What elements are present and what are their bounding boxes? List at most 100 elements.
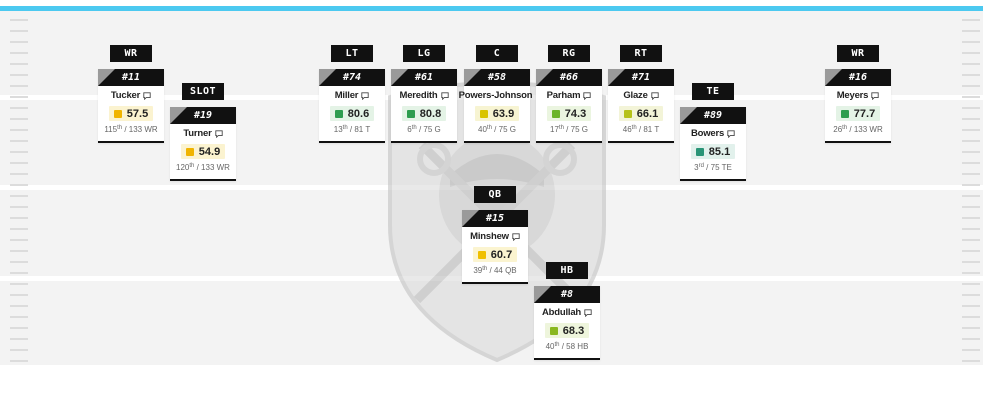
hash-mark — [10, 272, 28, 274]
jersey-number: #15 — [462, 210, 528, 227]
comment-icon[interactable] — [143, 91, 151, 100]
position-rank: 46th / 81 T — [608, 125, 674, 134]
player-name[interactable]: Minshew — [470, 231, 509, 242]
player-name[interactable]: Glaze — [623, 90, 648, 101]
jersey-number: #74 — [319, 69, 385, 86]
hash-mark — [962, 217, 980, 219]
hash-mark — [10, 173, 28, 175]
player-card-lt[interactable]: #74 Miller 80.6 13th / 81 T — [319, 69, 385, 143]
hash-mark — [10, 316, 28, 318]
grade-value: 63.9 — [492, 107, 515, 120]
hash-mark — [962, 162, 980, 164]
rank-suffix: th — [631, 125, 637, 131]
position-label-lt: LT — [331, 45, 373, 62]
player-name[interactable]: Meyers — [836, 90, 869, 101]
position-label-wr-left: WR — [110, 45, 152, 62]
position-rank: 3rd / 75 TE — [680, 163, 746, 172]
player-card-wr-left[interactable]: #11 Tucker 57.5 115th / 133 WR — [98, 69, 164, 143]
player-card-c[interactable]: #58 Powers-Johnson 63.9 40th / 75 G — [459, 69, 545, 143]
hash-mark — [10, 85, 28, 87]
player-card-rg[interactable]: #66 Parham 74.3 17th / 75 G — [536, 69, 602, 143]
comment-icon[interactable] — [214, 129, 223, 138]
grade-color-square — [477, 250, 486, 259]
grade-value: 54.9 — [198, 145, 221, 158]
hash-mark — [962, 206, 980, 208]
grade-badge: 80.6 — [329, 106, 375, 121]
position-rank: 26th / 133 WR — [825, 125, 891, 134]
hash-mark — [10, 107, 28, 109]
player-card-lg[interactable]: #61 Meredith 80.8 6th / 75 G — [391, 69, 457, 143]
player-name[interactable]: Parham — [546, 90, 581, 101]
grade-value: 77.7 — [853, 107, 876, 120]
player-name-row: Bowers — [680, 127, 746, 140]
rank-suffix: th — [842, 125, 848, 131]
player-card-rt[interactable]: #71 Glaze 66.1 46th / 81 T — [608, 69, 674, 143]
jersey-number: #11 — [98, 69, 164, 86]
player-name-row: Meredith — [391, 89, 457, 102]
rank-total: / 58 HB — [559, 342, 589, 351]
hash-mark — [962, 272, 980, 274]
player-name-row: Parham — [536, 89, 602, 102]
player-name[interactable]: Turner — [183, 128, 212, 139]
player-card-hb[interactable]: #8 Abdullah 68.3 40th / 58 HB — [534, 286, 600, 360]
rank-suffix: th — [189, 163, 195, 169]
comment-icon[interactable] — [871, 91, 879, 100]
hash-mark — [10, 261, 28, 263]
hash-mark — [10, 41, 28, 43]
rank-number: 115 — [104, 125, 118, 134]
hash-mark — [962, 52, 980, 54]
comment-icon[interactable] — [651, 91, 659, 100]
comment-icon[interactable] — [440, 91, 449, 100]
position-rank: 115th / 133 WR — [98, 125, 164, 134]
rank-suffix: th — [486, 125, 492, 131]
grade-value: 80.6 — [347, 107, 370, 120]
jersey-number: #61 — [391, 69, 457, 86]
hash-mark — [962, 74, 980, 76]
hash-mark — [962, 129, 980, 131]
hash-mark — [962, 283, 980, 285]
grade-value: 60.7 — [490, 248, 513, 261]
grade-badge: 74.3 — [546, 106, 592, 121]
hash-mark — [962, 316, 980, 318]
rank-total: / 81 T — [636, 125, 660, 134]
player-name-row: Minshew — [462, 230, 528, 243]
rank-total: / 44 QB — [487, 266, 517, 275]
rank-total: / 75 G — [491, 125, 516, 134]
player-card-qb[interactable]: #15 Minshew 60.7 39th / 44 QB — [462, 210, 528, 284]
jersey-number: #19 — [170, 107, 236, 124]
player-name[interactable]: Bowers — [690, 128, 725, 139]
comment-icon[interactable] — [361, 91, 369, 100]
hash-mark — [962, 250, 980, 252]
hash-mark — [962, 30, 980, 32]
player-name[interactable]: Powers-Johnson — [458, 90, 533, 101]
position-label-te: TE — [692, 83, 734, 100]
hash-mark — [962, 261, 980, 263]
comment-icon[interactable] — [584, 308, 592, 317]
player-card-wr-right[interactable]: #16 Meyers 77.7 26th / 133 WR — [825, 69, 891, 143]
player-name[interactable]: Meredith — [399, 90, 438, 101]
position-label-qb: QB — [474, 186, 516, 203]
player-card-te[interactable]: #89 Bowers 85.1 3rd / 75 TE — [680, 107, 746, 181]
comment-icon[interactable] — [727, 129, 735, 138]
hash-mark — [10, 19, 28, 21]
hash-mark — [10, 140, 28, 142]
hash-mark — [10, 195, 28, 197]
position-rank: 6th / 75 G — [391, 125, 457, 134]
jersey-number: #89 — [680, 107, 746, 124]
comment-icon[interactable] — [512, 232, 520, 241]
hash-mark — [10, 118, 28, 120]
comment-icon[interactable] — [583, 91, 591, 100]
grade-color-square — [695, 147, 704, 156]
rank-total: / 133 WR — [122, 125, 158, 134]
player-name[interactable]: Tucker — [110, 90, 141, 101]
hash-mark — [10, 360, 28, 362]
player-name[interactable]: Miller — [334, 90, 359, 101]
hash-mark — [962, 195, 980, 197]
hash-mark — [10, 129, 28, 131]
position-label-rg: RG — [548, 45, 590, 62]
rank-number: 26 — [833, 125, 843, 134]
player-card-slot[interactable]: #19 Turner 54.9 120th / 133 WR — [170, 107, 236, 181]
grade-color-square — [623, 109, 632, 118]
player-name[interactable]: Abdullah — [541, 307, 582, 318]
position-label-slot: SLOT — [182, 83, 224, 100]
